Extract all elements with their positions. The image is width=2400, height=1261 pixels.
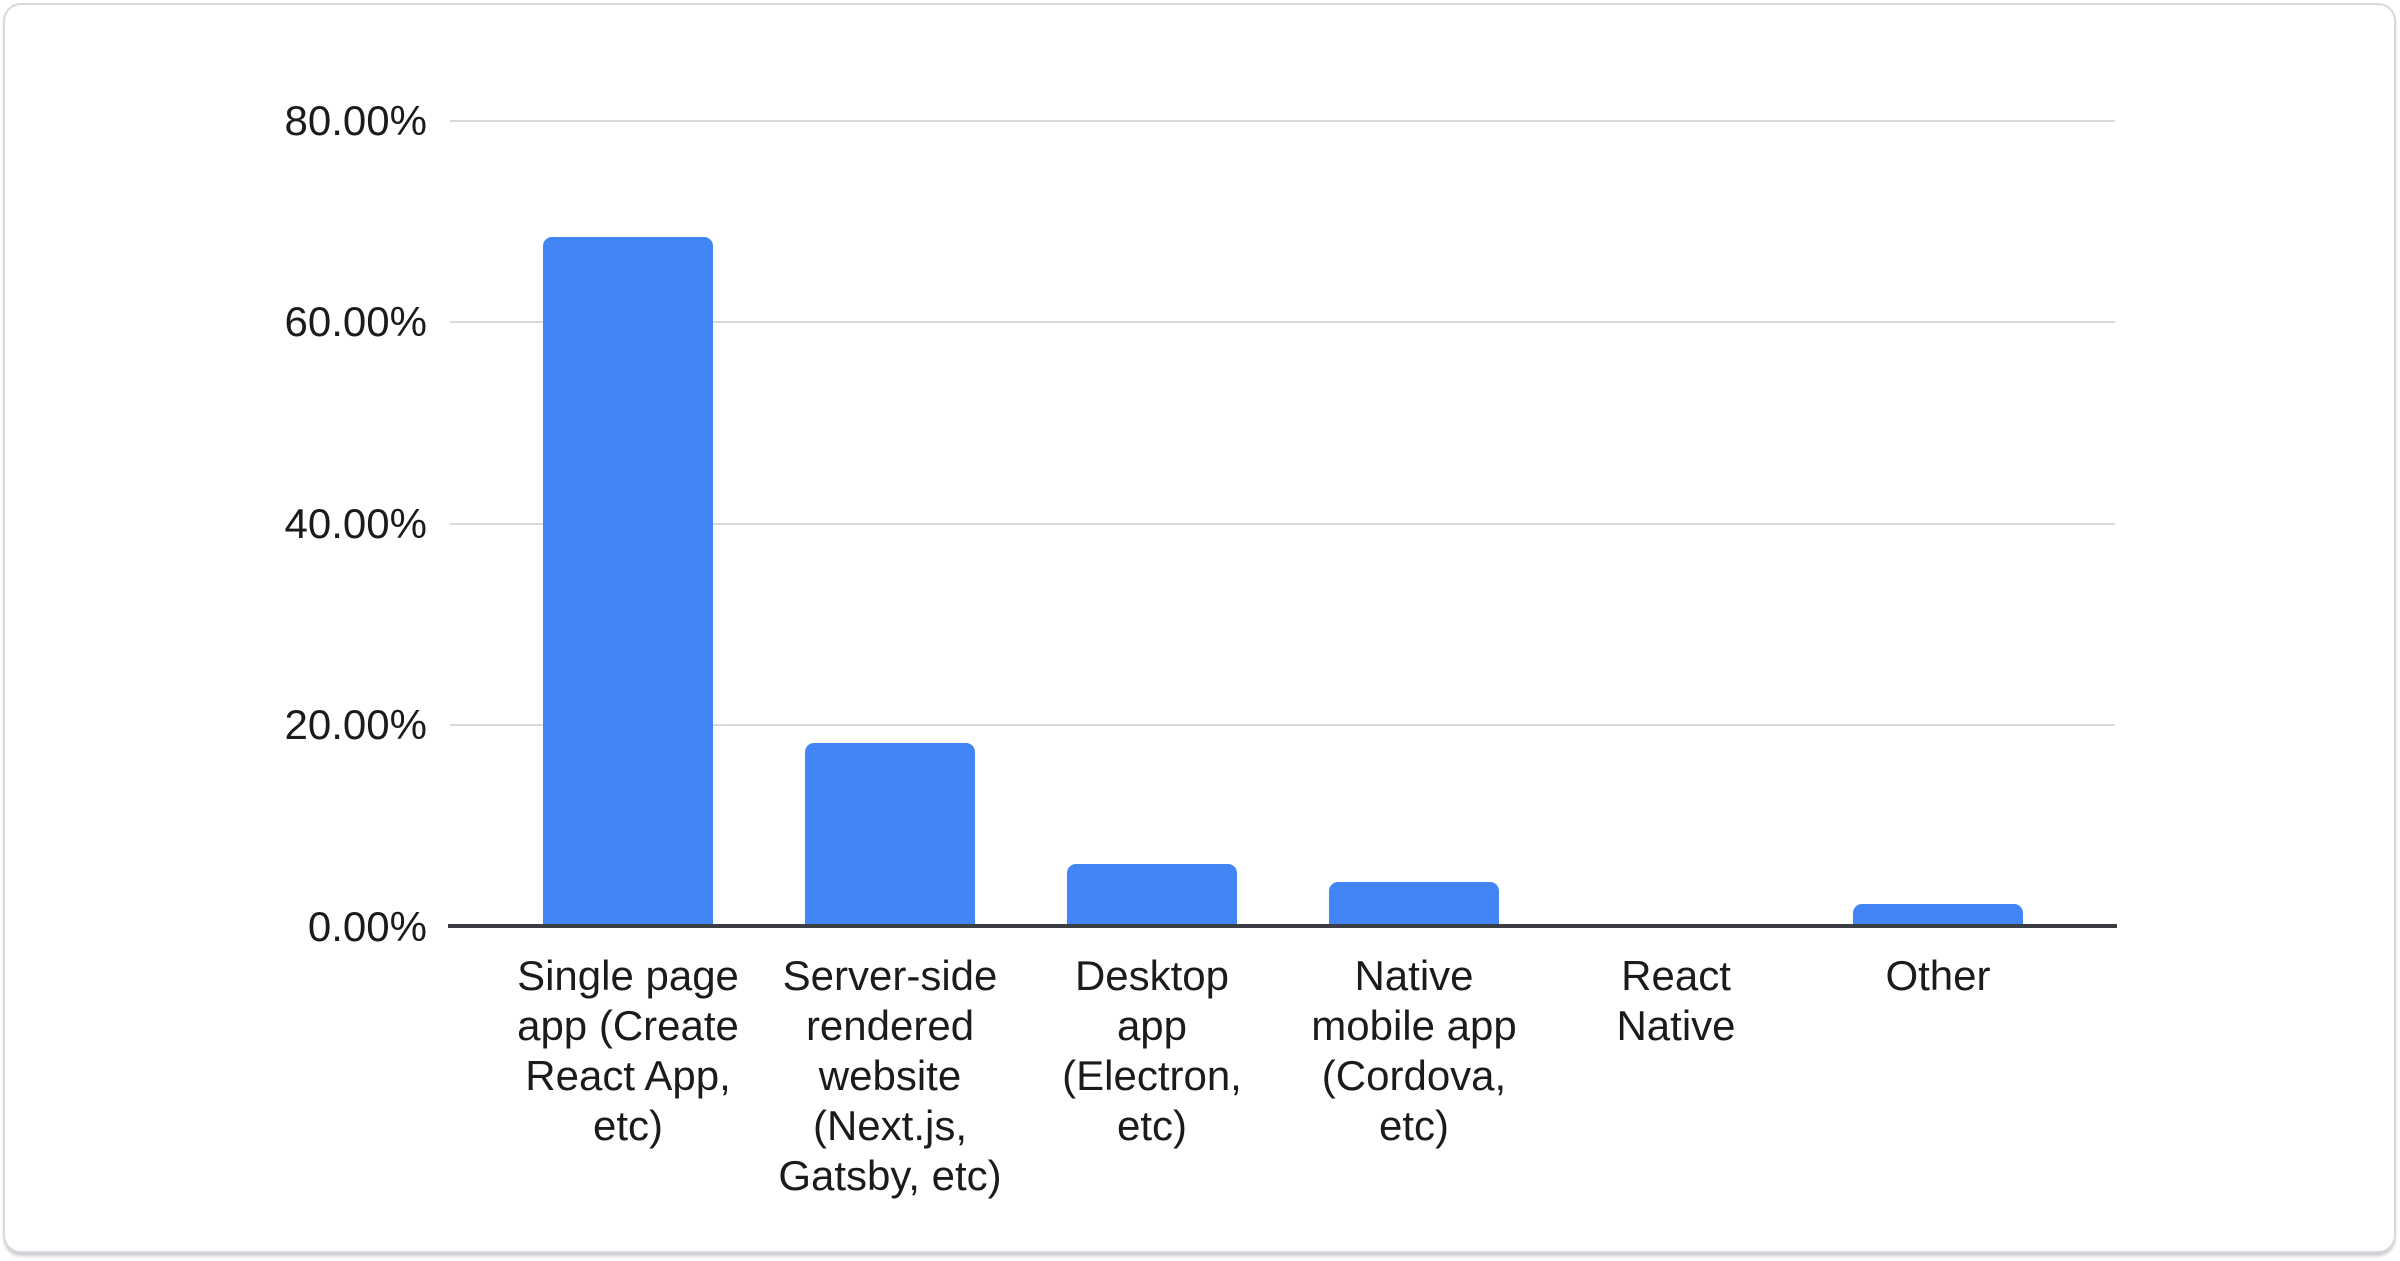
y-tick-80: 80.00% xyxy=(165,91,427,151)
bar-slot xyxy=(1807,121,2069,927)
bar-slot xyxy=(1283,121,1545,927)
bar-slot xyxy=(1545,121,1807,927)
x-axis-line xyxy=(448,924,2117,928)
bar-chart: 80.00% 60.00% 40.00% 20.00% 0.00% xyxy=(5,5,2400,1261)
bar-server-side-rendered[interactable] xyxy=(805,743,975,927)
bar-slot xyxy=(1021,121,1283,927)
y-tick-0: 0.00% xyxy=(165,897,427,957)
plot-area xyxy=(497,121,2069,927)
bar-slot xyxy=(497,121,759,927)
chart-card: 80.00% 60.00% 40.00% 20.00% 0.00% xyxy=(3,3,2396,1253)
x-label-single-page-app: Single page app (Create React App, etc) xyxy=(497,951,759,1201)
y-tick-60: 60.00% xyxy=(165,292,427,352)
x-label-server-side-rendered: Server-side rendered website (Next.js, G… xyxy=(759,951,1021,1201)
x-label-other: Other xyxy=(1807,951,2069,1201)
x-label-react-native: React Native xyxy=(1545,951,1807,1201)
y-tick-40: 40.00% xyxy=(165,494,427,554)
bar-desktop-app[interactable] xyxy=(1067,864,1237,927)
y-tick-20: 20.00% xyxy=(165,695,427,755)
bar-single-page-app[interactable] xyxy=(543,237,713,927)
x-axis-labels: Single page app (Create React App, etc) … xyxy=(497,951,2069,1201)
x-label-desktop-app: Desktop app (Electron, etc) xyxy=(1021,951,1283,1201)
bar-native-mobile-app[interactable] xyxy=(1329,882,1499,927)
x-label-native-mobile-app: Native mobile app (Cordova, etc) xyxy=(1283,951,1545,1201)
bar-slot xyxy=(759,121,1021,927)
